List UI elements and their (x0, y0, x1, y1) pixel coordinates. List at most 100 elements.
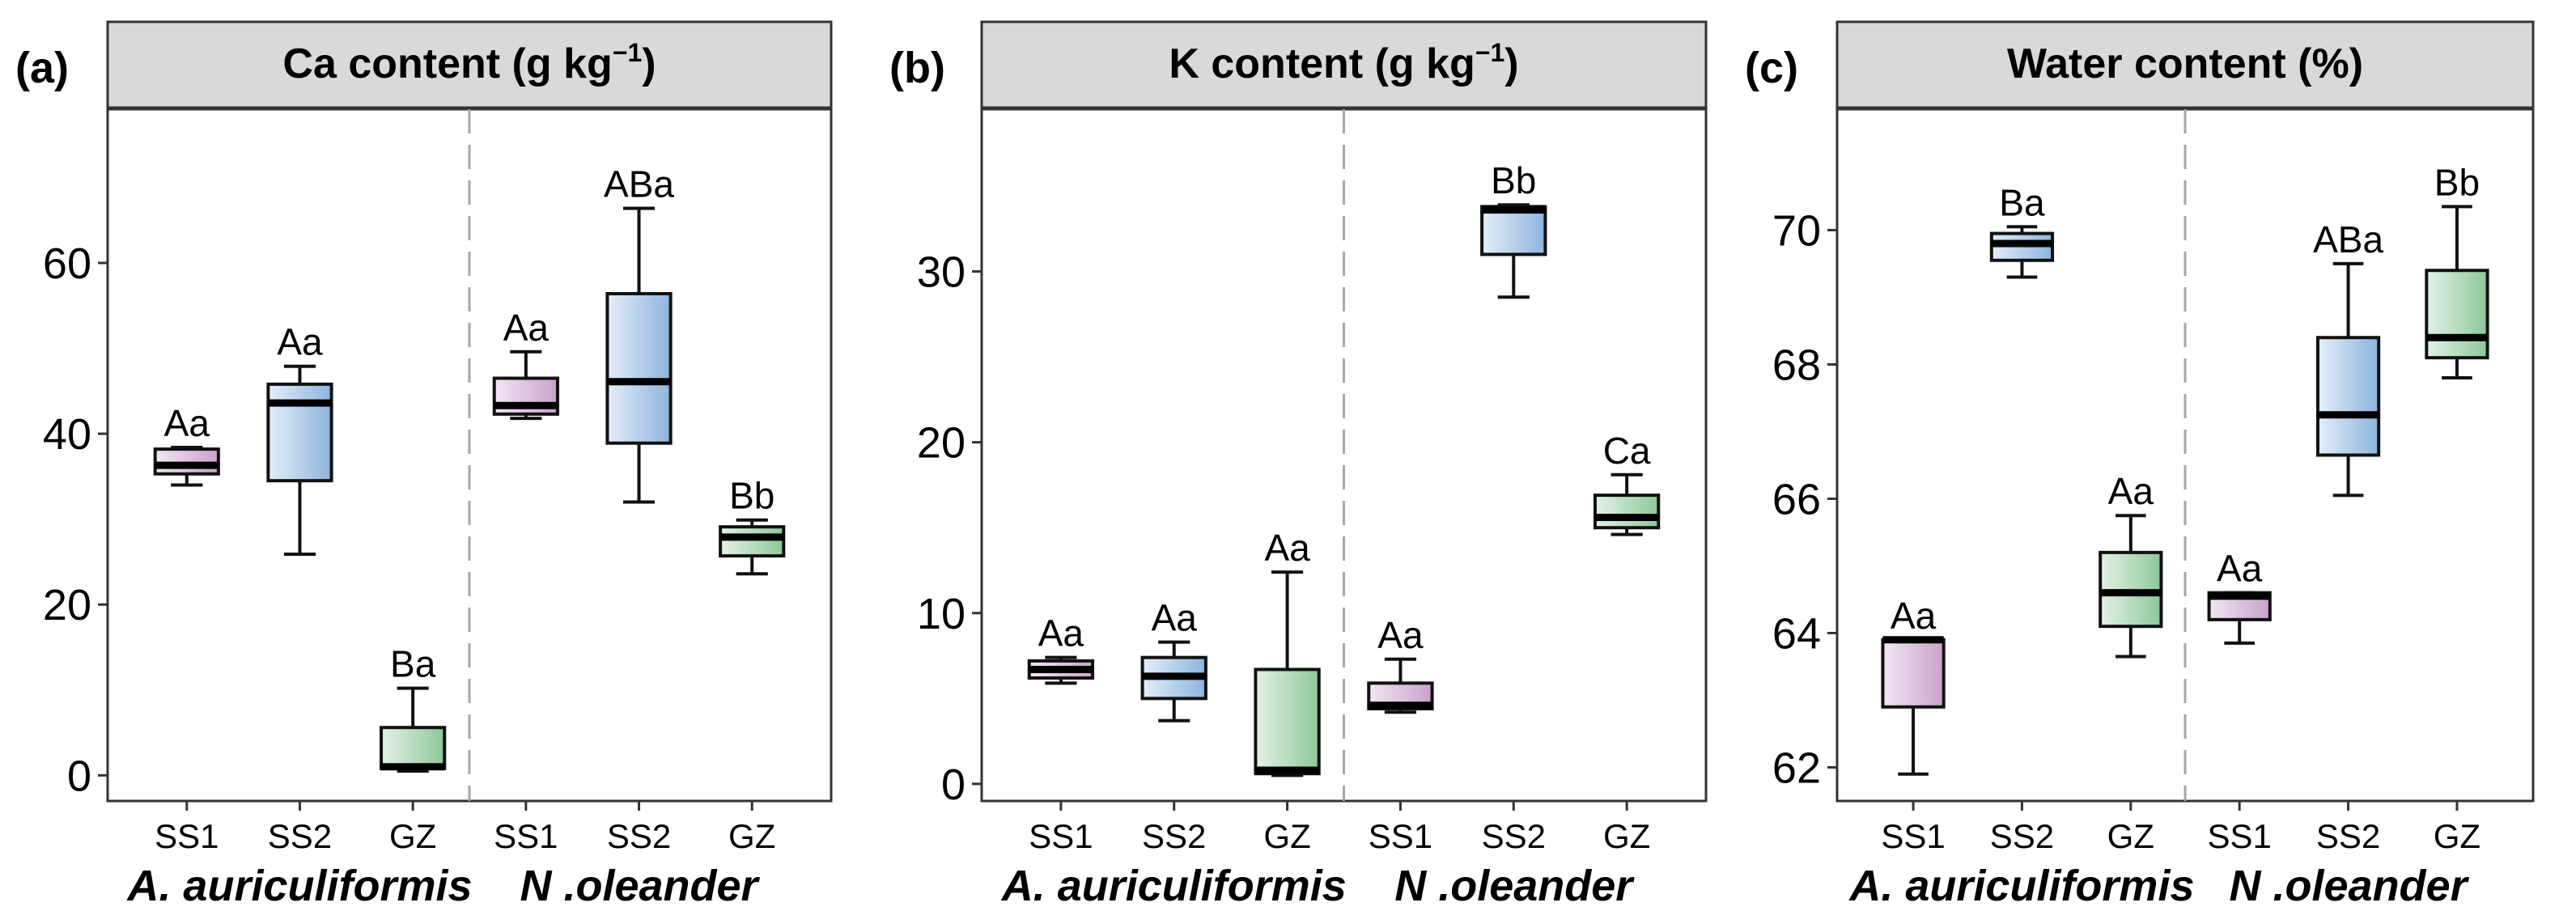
panel-2: (b) K content (g kg−1) 0 10 20 30 SS1 SS2 GZ A. a… (889, 20, 1708, 910)
significance-label: Aa (277, 321, 323, 363)
x-category-label: SS2 (1142, 817, 1206, 855)
box-ss1: Aa (2207, 548, 2272, 645)
significance-label: Ba (390, 643, 436, 685)
significance-label: Aa (164, 402, 210, 444)
panel-letter: (b) (889, 44, 945, 92)
panel-title-text: K content (g kg (1169, 40, 1475, 87)
significance-label: ABa (604, 163, 674, 205)
significance-label: Aa (1264, 527, 1310, 569)
group-label: N .oleander (520, 862, 760, 910)
y-tick-label: 30 (917, 248, 965, 297)
significance-label: Aa (1152, 597, 1198, 639)
x-category-label: SS1 (1881, 817, 1945, 855)
x-category-label: SS1 (1029, 817, 1093, 855)
panel-title-superscript: −1 (1475, 38, 1504, 67)
box-iqr (380, 726, 447, 770)
significance-label: Aa (1038, 612, 1084, 655)
panel-title: K content (g kg−1) (1169, 38, 1518, 87)
y-tick-label: 66 (1772, 475, 1821, 523)
x-category-label: SS2 (1482, 817, 1546, 855)
x-category-label: GZ (389, 817, 436, 855)
significance-label: Aa (503, 307, 550, 349)
y-tick-label: 0 (67, 752, 91, 800)
y-tick-label: 0 (941, 761, 965, 809)
panel-title-suffix: ) (642, 40, 656, 87)
x-category-label: GZ (2434, 817, 2481, 855)
y-tick-label: 20 (917, 419, 965, 468)
box-iqr (153, 447, 220, 476)
panel-strip (980, 20, 1708, 109)
panel-strip (1835, 20, 2535, 109)
group-label: A. auriculiformis (125, 862, 472, 910)
box-ss1: Aa (492, 307, 559, 421)
group-label: A. auriculiformis (1848, 862, 2194, 910)
box-iqr (266, 382, 333, 483)
box-gz: Aa (2099, 470, 2163, 659)
box-gz: Ca (1593, 430, 1661, 536)
x-category-label: GZ (728, 817, 775, 855)
x-category-label: SS1 (155, 817, 219, 855)
x-category-label: SS2 (2316, 817, 2380, 855)
y-tick-label: 60 (43, 239, 91, 288)
box-iqr (1881, 638, 1946, 709)
box-gz: Ba (380, 643, 447, 773)
x-category-label: SS1 (494, 817, 558, 855)
panel-title-text: Water content (%) (2007, 40, 2363, 87)
group-label: N .oleander (2230, 862, 2470, 910)
box-iqr (1480, 205, 1547, 256)
x-category-label: SS2 (1990, 817, 2054, 855)
y-tick-label: 20 (43, 581, 91, 629)
group-label: A. auriculiformis (1000, 862, 1347, 910)
significance-label: Aa (1891, 595, 1937, 637)
significance-label: Ba (1999, 181, 2045, 223)
panel-title: Water content (%) (2007, 40, 2363, 87)
panel-letter: (a) (15, 44, 69, 92)
x-category-label: SS2 (607, 817, 671, 855)
x-category-label: SS1 (2207, 817, 2271, 855)
box-gz: Aa (1254, 527, 1321, 778)
y-tick-label: 62 (1772, 744, 1821, 792)
box-ss1: Aa (1881, 595, 1946, 776)
significance-label: Ca (1603, 430, 1651, 472)
box-ss2: ABa (2313, 218, 2383, 498)
box-iqr (2315, 336, 2381, 457)
x-category-label: GZ (2107, 817, 2154, 855)
x-category-label: SS1 (1369, 817, 1432, 855)
box-iqr (605, 292, 673, 445)
significance-label: Bb (729, 475, 774, 517)
box-ss1: Aa (1367, 614, 1434, 714)
x-category-label: GZ (1603, 817, 1650, 855)
box-ss1: Aa (1027, 612, 1095, 685)
x-category-label: SS2 (268, 817, 332, 855)
y-tick-label: 70 (1772, 206, 1821, 255)
box-iqr (2425, 269, 2489, 360)
y-tick-label: 10 (917, 590, 965, 638)
box-gz: Bb (2425, 161, 2489, 380)
y-tick-label: 64 (1772, 609, 1821, 658)
box-iqr (1254, 667, 1321, 776)
panel-title-suffix: ) (1504, 40, 1518, 87)
significance-label: ABa (2313, 218, 2383, 261)
box-iqr (1593, 494, 1661, 530)
significance-label: Aa (1377, 614, 1424, 656)
box-ss2: Aa (266, 321, 333, 556)
panel-title-text: Ca content (g kg (282, 40, 612, 87)
panel-1: (a) Ca content (g kg−1) 0 20 40 60 SS1 SS2 GZ A. … (15, 20, 833, 910)
box-ss1: Aa (153, 402, 220, 487)
panel-strip (106, 20, 833, 109)
significance-label: Bb (2434, 161, 2480, 203)
box-ss2: Ba (1989, 181, 2055, 279)
box-ss2: Bb (1480, 159, 1547, 299)
box-ss2: Aa (1140, 597, 1207, 722)
significance-label: Aa (2217, 548, 2263, 590)
y-tick-label: 68 (1772, 341, 1821, 389)
panel-title: Ca content (g kg−1) (282, 38, 656, 87)
box-iqr (719, 525, 786, 558)
panel-3: (c) Water content (%) 62 64 66 68 70 SS1 SS2 GZ A.… (1745, 20, 2535, 910)
x-category-label: GZ (1263, 817, 1310, 855)
y-tick-label: 40 (43, 410, 91, 459)
panel-title-superscript: −1 (613, 38, 642, 67)
panel-letter: (c) (1745, 44, 1798, 92)
significance-label: Bb (1491, 159, 1536, 201)
